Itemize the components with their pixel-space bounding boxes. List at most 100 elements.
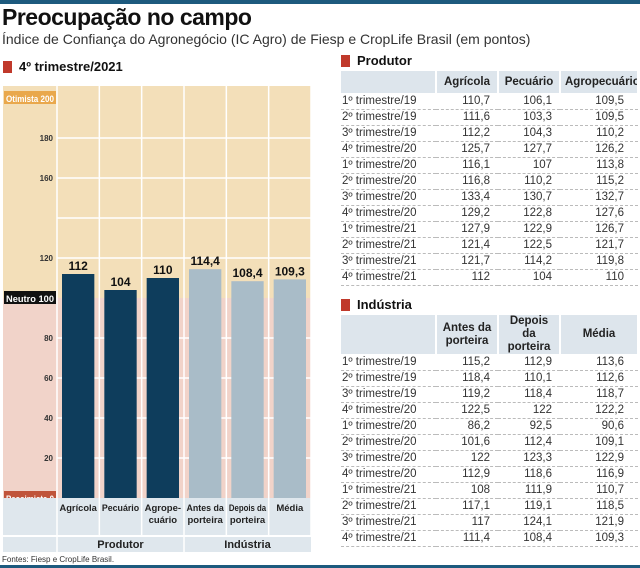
bottom-rule [0,565,640,568]
cell-value: 112,4 [498,434,560,451]
y-tick-label: 80 [44,334,53,343]
cell-value: 125,7 [436,141,498,158]
row-label: 1º trimestre/20 [341,157,436,174]
industria-heading: Indústria [341,297,412,312]
cell-value: 110 [560,269,638,286]
cell-value: 124,1 [498,514,560,531]
chart-section-label: 4º trimestre/2021 [19,59,123,74]
y-tick-label: 160 [40,174,54,183]
category-label: Média [276,503,304,514]
table-row: 2º trimestre/20 116,8 110,2 115,2 [341,173,638,190]
cell-value: 119,2 [436,386,498,403]
chart-section-heading: 4º trimestre/2021 [3,59,123,74]
cell-value: 117,1 [436,498,498,515]
row-label: 1º trimestre/19 [341,93,436,110]
cell-value: 109,5 [560,93,638,110]
produtor-table: Agrícola Pecuário Agropecuário 1º trimestre… [341,71,639,286]
table-row: 2º trimestre/20 101,6 112,4 109,1 [341,434,638,451]
row-label: 3º trimestre/20 [341,189,436,206]
cell-value: 101,6 [436,434,498,451]
table-row: 1º trimestre/20 116,1 107 113,8 [341,157,638,174]
cell-value: 114,2 [498,253,560,270]
cell-value: 113,6 [560,354,638,371]
top-rule [0,0,640,4]
cell-value: 112,6 [560,370,638,387]
cell-value: 110,2 [498,173,560,190]
table-row: 4º trimestre/21 112 104 110 [341,269,638,286]
category-label: Depois da [229,503,267,514]
column-header: Antes da porteira [436,315,499,354]
table-row: 1º trimestre/20 86,2 92,5 90,6 [341,418,638,435]
column-header: Média [560,315,639,354]
cell-value: 118,7 [560,386,638,403]
table-row: 2º trimestre/21 117,1 119,1 118,5 [341,498,638,515]
cell-value: 126,7 [560,221,638,238]
column-header: Pecuário [498,71,561,93]
group-label: Produtor [97,539,144,551]
table-row: 2º trimestre/19 118,4 110,1 112,6 [341,370,638,387]
table-row: 3º trimestre/20 133,4 130,7 132,7 [341,189,638,206]
row-label: 4º trimestre/21 [341,269,436,286]
cell-value: 109,3 [560,530,638,547]
cell-value: 127,9 [436,221,498,238]
cell-value: 118,4 [498,386,560,403]
table-row: 1º trimestre/19 110,7 106,1 109,5 [341,93,638,110]
row-label: 3º trimestre/19 [341,125,436,142]
produtor-heading-label: Produtor [357,53,412,68]
source-note: Fontes: Fiesp e CropLife Brasil. [2,555,115,564]
optimist-zone [3,86,311,298]
cell-value: 130,7 [498,189,560,206]
cell-value: 104,3 [498,125,560,142]
row-label: 3º trimestre/20 [341,450,436,467]
bar [273,279,306,498]
table-header-row: Agrícola Pecuário Agropecuário [341,71,639,93]
row-label: 4º trimestre/20 [341,141,436,158]
cell-value: 112 [436,269,498,286]
y-tick-label: 180 [40,134,54,143]
bar [189,269,222,498]
cell-value: 119,8 [560,253,638,270]
row-label: 2º trimestre/20 [341,434,436,451]
special-tick-label: Neutro 100 [6,294,54,305]
y-tick-label: 120 [40,254,54,263]
column-header: Agrícola [436,71,499,93]
cell-value: 115,2 [560,173,638,190]
table-row: 3º trimestre/19 119,2 118,4 118,7 [341,386,638,403]
industria-heading-label: Indústria [357,297,412,312]
cell-value: 116,9 [560,466,638,483]
table-row: 2º trimestre/19 111,6 103,3 109,5 [341,109,638,126]
bar [231,281,264,498]
special-tick-label: Otimista 200 [6,94,54,105]
cell-value: 116,8 [436,173,498,190]
cell-value: 119,1 [498,498,560,515]
group-band [3,536,311,552]
cell-value: 104 [498,269,560,286]
table-row: 1º trimestre/19 115,2 112,9 113,6 [341,354,638,371]
bar-chart: 20 40 60 80 120 160 180 Otimista 200 Neutro 100 P… [3,86,312,552]
section-marker-icon [3,60,12,73]
special-tick-box [4,291,56,304]
cell-value: 117 [436,514,498,531]
cell-value: 122 [436,450,498,467]
bar [62,274,95,498]
section-marker-icon [341,54,350,67]
cell-value: 121,7 [560,237,638,254]
cell-value: 110,7 [436,93,498,110]
row-label: 1º trimestre/20 [341,418,436,435]
bar-value-label: 112 [68,259,88,273]
cell-value: 108,4 [498,530,560,547]
bar-value-label: 114,4 [190,254,220,268]
table-row: 3º trimestre/21 117 124,1 121,9 [341,514,638,531]
special-tick-box [4,91,56,104]
cell-value: 122,2 [560,402,638,419]
cell-value: 109,1 [560,434,638,451]
cell-value: 129,2 [436,205,498,222]
cell-value: 110,7 [560,482,638,499]
row-label: 4º trimestre/20 [341,205,436,222]
cell-value: 121,9 [560,514,638,531]
cell-value: 121,7 [436,253,498,270]
cell-value: 109,5 [560,109,638,126]
row-label: 2º trimestre/19 [341,370,436,387]
category-label: porteira [230,515,266,526]
cell-value: 118,5 [560,498,638,515]
